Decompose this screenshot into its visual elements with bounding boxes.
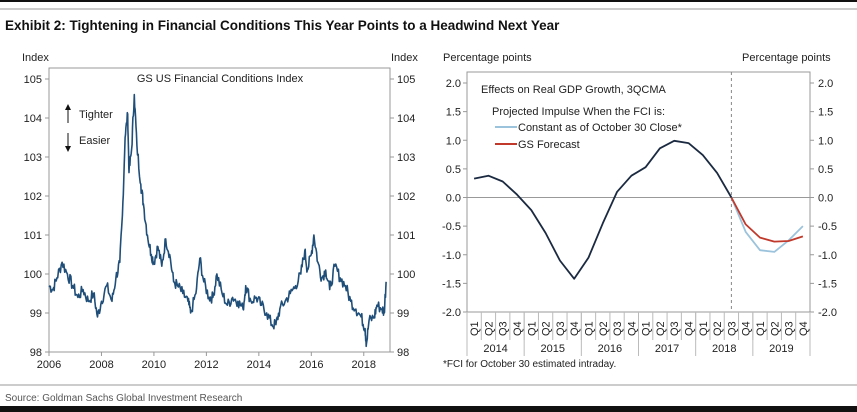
left-x-tick-label: 2016 <box>299 359 323 371</box>
right-y-tick-label-right: 1.5 <box>818 107 833 119</box>
quarter-label: Q2 <box>712 321 724 336</box>
left-y-tick-label: 104 <box>24 113 42 125</box>
legend-label-constant: Constant as of October 30 Close* <box>518 122 683 134</box>
historical-impulse-line <box>473 139 733 280</box>
year-label: 2014 <box>483 343 507 355</box>
quarter-label: Q3 <box>726 321 738 336</box>
quarter-label: Q4 <box>741 321 753 336</box>
left-y-tick-label: 103 <box>24 152 42 164</box>
footnote: *FCI for October 30 estimated intraday. <box>443 359 616 370</box>
legend-title: Projected Impulse When the FCI is: <box>492 106 665 118</box>
quarter-label: Q1 <box>755 321 767 336</box>
left-y-tick-label: 102 <box>24 191 42 203</box>
right-y-tick-label: -0.5 <box>442 221 461 233</box>
right-y-tick-label-right: -2.0 <box>818 307 837 319</box>
right-y-axis-label-right: Percentage points <box>742 52 831 64</box>
fci-series-line <box>48 93 387 348</box>
legend-label-forecast: GS Forecast <box>518 139 580 151</box>
left-x-tick-label: 2014 <box>247 359 271 371</box>
left-x-tick-label: 2008 <box>89 359 113 371</box>
left-y-tick-label-right: 105 <box>397 74 415 86</box>
fci-chart: Index Index GS US Financial Conditions I… <box>22 52 418 371</box>
quarter-label: Q4 <box>569 321 581 336</box>
quarter-label: Q4 <box>512 321 524 336</box>
right-y-tick-label-right: 0.5 <box>818 164 833 176</box>
quarter-label: Q2 <box>655 321 667 336</box>
left-y-tick-label: 99 <box>30 308 42 320</box>
quarter-label: Q2 <box>541 321 553 336</box>
easier-label: Easier <box>79 135 111 147</box>
quarter-label: Q3 <box>555 321 567 336</box>
left-y-tick-label-right: 104 <box>397 113 415 125</box>
left-plot-frame <box>48 67 391 353</box>
right-y-tick-label-right: 1.0 <box>818 135 833 147</box>
left-y-axis-label-right: Index <box>391 52 418 64</box>
left-y-tick-label: 98 <box>30 347 42 359</box>
gdp-impulse-chart: Percentage points Percentage points Effe… <box>442 52 837 370</box>
year-label: 2016 <box>598 343 622 355</box>
quarter-label: Q4 <box>626 321 638 336</box>
source-note: Source: Goldman Sachs Global Investment … <box>5 393 242 404</box>
year-label: 2018 <box>712 343 736 355</box>
left-x-tick-label: 2010 <box>142 359 166 371</box>
quarter-label: Q1 <box>641 321 653 336</box>
right-y-axis-label: Percentage points <box>443 52 532 64</box>
top-border <box>0 0 857 2</box>
year-label: 2019 <box>769 343 793 355</box>
right-y-tick-label: 1.5 <box>446 107 461 119</box>
right-y-tick-label-right: -1.0 <box>818 250 837 262</box>
exhibit-title: Exhibit 2: Tightening in Financial Condi… <box>5 18 560 33</box>
right-y-tick-label: 1.0 <box>446 135 461 147</box>
right-y-tick-label: 2.0 <box>446 78 461 90</box>
left-x-tick-label: 2006 <box>37 359 61 371</box>
quarter-label: Q3 <box>669 321 681 336</box>
right-y-tick-label-right: -1.5 <box>818 278 837 290</box>
quarter-label: Q3 <box>784 321 796 336</box>
tighter-arrow-icon <box>65 104 71 123</box>
left-y-axis-label: Index <box>22 52 49 64</box>
easier-arrow-icon <box>65 133 71 152</box>
left-y-tick-label-right: 98 <box>397 347 409 359</box>
quarter-label: Q2 <box>483 321 495 336</box>
left-x-tick-label: 2012 <box>194 359 218 371</box>
gs-forecast-line <box>730 197 804 243</box>
quarter-label: Q1 <box>526 321 538 336</box>
quarter-label: Q3 <box>498 321 510 336</box>
quarter-label: Q4 <box>684 321 696 336</box>
left-x-tick-label: 2018 <box>352 359 376 371</box>
quarter-label: Q2 <box>598 321 610 336</box>
left-y-tick-label: 105 <box>24 74 42 86</box>
quarter-label: Q1 <box>469 321 481 336</box>
left-y-tick-label: 101 <box>24 230 42 242</box>
left-y-tick-label-right: 100 <box>397 269 415 281</box>
constant-fci-line <box>730 197 804 253</box>
left-y-tick-label-right: 101 <box>397 230 415 242</box>
quarter-label: Q4 <box>798 321 810 336</box>
quarter-label: Q3 <box>612 321 624 336</box>
right-y-tick-label: -1.0 <box>442 250 461 262</box>
year-label: 2015 <box>541 343 565 355</box>
quarter-label: Q1 <box>698 321 710 336</box>
left-chart-title: GS US Financial Conditions Index <box>137 73 304 85</box>
year-label: 2017 <box>655 343 679 355</box>
left-y-tick-label-right: 103 <box>397 152 415 164</box>
left-y-tick-label: 100 <box>24 269 42 281</box>
bottom-border <box>0 406 857 412</box>
right-y-tick-label: 0.5 <box>446 164 461 176</box>
right-y-tick-label-right: -0.5 <box>818 221 837 233</box>
right-y-tick-label: -1.5 <box>442 278 461 290</box>
quarter-label: Q1 <box>583 321 595 336</box>
right-chart-title: Effects on Real GDP Growth, 3QCMA <box>481 84 666 96</box>
left-y-tick-label-right: 99 <box>397 308 409 320</box>
right-y-tick-label-right: 0.0 <box>818 193 833 205</box>
right-y-tick-label-right: 2.0 <box>818 78 833 90</box>
quarter-label: Q2 <box>769 321 781 336</box>
tighter-label: Tighter <box>79 109 113 121</box>
left-y-tick-label-right: 102 <box>397 191 415 203</box>
right-y-tick-label: -2.0 <box>442 307 461 319</box>
right-y-tick-label: 0.0 <box>446 193 461 205</box>
